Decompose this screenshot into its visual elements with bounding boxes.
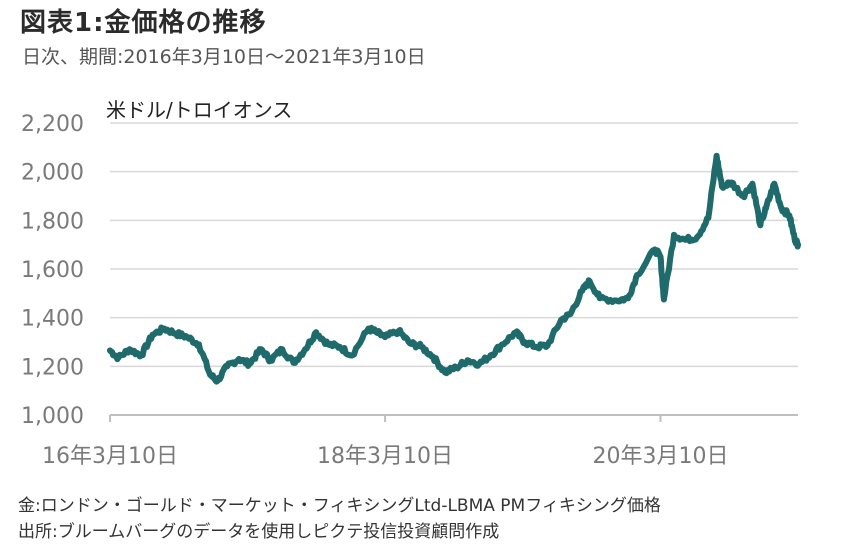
data-point (184, 334, 191, 341)
data-point (365, 325, 372, 332)
data-point (429, 353, 436, 360)
y-tick-label: 1,600 (21, 258, 84, 283)
data-point (214, 377, 221, 384)
data-point (544, 342, 551, 349)
data-point (224, 363, 231, 370)
data-point (533, 343, 540, 350)
y-tick-label: 1,000 (21, 404, 84, 429)
data-point (418, 343, 425, 350)
data-point (476, 360, 483, 367)
data-point (325, 341, 332, 348)
data-point (126, 346, 133, 353)
x-axis (109, 414, 798, 422)
data-point (149, 331, 156, 338)
data-point (558, 317, 564, 324)
data-point (521, 339, 528, 345)
data-point (660, 296, 667, 303)
data-point (705, 214, 712, 221)
data-point (336, 343, 343, 350)
y-axis-labels: 1,000 1,200 1,400 1,600 1,800 2,000 2,200 (21, 112, 84, 429)
data-point (634, 272, 641, 279)
data-point (195, 341, 202, 348)
x-tick-label: 16年3月10日 (42, 444, 178, 469)
data-point (625, 295, 632, 302)
data-point (464, 357, 471, 364)
data-point (749, 180, 756, 187)
data-point (235, 356, 242, 362)
y-tick-label: 1,800 (21, 209, 84, 234)
data-point (671, 231, 677, 238)
data-point (442, 369, 448, 376)
y-tick-label: 2,000 (21, 161, 84, 186)
data-point (579, 287, 586, 294)
data-point (778, 205, 785, 212)
data-point (757, 222, 764, 229)
data-point (395, 328, 402, 335)
data-point (791, 235, 798, 242)
data-point (172, 330, 179, 337)
data-point (771, 180, 778, 187)
data-point (613, 297, 620, 304)
data-point (302, 346, 309, 353)
data-point (499, 341, 506, 348)
data-point (115, 354, 122, 361)
series-layer (107, 152, 801, 385)
data-point (161, 325, 168, 332)
data-point (279, 346, 286, 353)
data-point (382, 334, 388, 341)
data-point (651, 246, 658, 253)
y-tick-label: 2,200 (21, 112, 84, 137)
gridlines (110, 122, 798, 368)
source-note-data: 出所:ブルームバーグのデータを使用しピクテ投信投資顧問作成 (18, 522, 500, 542)
data-point (728, 179, 735, 186)
data-point (512, 329, 519, 336)
data-point (586, 278, 593, 285)
chart-title: 図表1:金価格の推移 (20, 8, 267, 38)
data-point (740, 193, 746, 199)
data-point (596, 295, 603, 302)
x-tick-label: 18年3月10日 (317, 444, 453, 469)
source-note-gold: 金:ロンドン・ゴールド・マーケット・フィキシングLtd-LBMA PMフィキシン… (18, 496, 661, 516)
data-point (258, 346, 265, 353)
data-point (786, 212, 793, 219)
y-unit-label: 米ドル/トロイオンス (106, 98, 293, 122)
x-tick-label: 20年3月10日 (592, 444, 728, 469)
data-point (657, 253, 664, 260)
data-point (406, 340, 413, 347)
data-point (487, 352, 494, 359)
data-point (107, 347, 113, 354)
data-point (373, 329, 380, 336)
data-point (453, 364, 460, 371)
data-point (207, 371, 214, 378)
x-axis-labels: 16年3月10日 18年3月10日 20年3月10日 (42, 444, 728, 469)
data-point (795, 241, 801, 248)
chart-subtitle: 日次、期間:2016年3月10日～2021年3月10日 (22, 46, 426, 68)
data-point (763, 205, 769, 212)
data-point (682, 236, 689, 243)
data-point (138, 352, 145, 359)
data-point (267, 357, 274, 364)
y-tick-label: 1,400 (21, 307, 84, 332)
data-point (718, 183, 725, 190)
data-point (246, 360, 253, 367)
data-point (348, 352, 355, 359)
data-point (713, 152, 720, 159)
data-point (567, 311, 574, 317)
data-point (290, 359, 297, 366)
y-tick-label: 1,200 (21, 355, 84, 380)
data-point (694, 234, 700, 241)
data-point (313, 329, 320, 336)
